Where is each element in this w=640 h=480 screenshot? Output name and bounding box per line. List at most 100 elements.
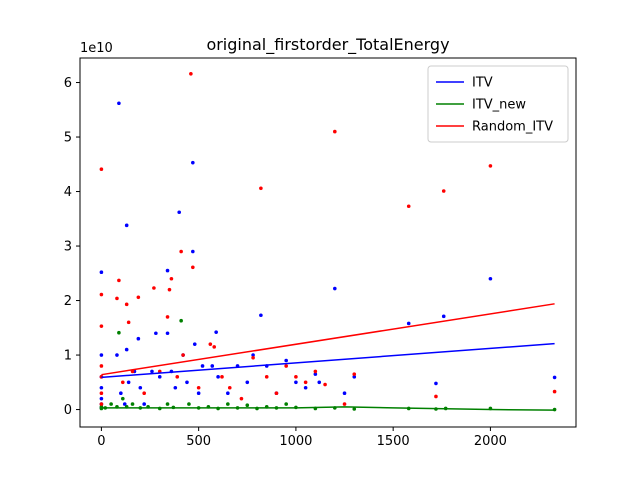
data-point: [352, 407, 357, 411]
data-point: [192, 342, 197, 346]
data-point: [120, 380, 125, 385]
data-point: [352, 375, 357, 379]
data-point: [157, 375, 162, 379]
data-point: [124, 347, 129, 352]
data-point: [154, 331, 158, 336]
x-tick-label: 0: [97, 434, 105, 449]
data-point: [352, 372, 357, 376]
data-point: [251, 353, 255, 357]
x-tick-label: 500: [186, 434, 211, 449]
data-point: [303, 385, 308, 390]
data-point: [264, 375, 269, 379]
data-point: [191, 160, 195, 165]
data-point: [284, 358, 288, 363]
data-point: [259, 186, 263, 191]
y-tick-label: 1: [64, 349, 72, 364]
y-tick-label: 6: [64, 76, 72, 91]
data-point: [119, 391, 123, 396]
plot-area: [99, 72, 557, 412]
data-point: [175, 375, 180, 379]
x-tick-label: 1000: [279, 434, 312, 449]
data-point: [179, 318, 183, 323]
data-point: [227, 385, 232, 390]
data-point: [226, 391, 230, 396]
data-point: [191, 249, 195, 254]
data-point: [342, 391, 347, 396]
data-point: [434, 381, 438, 386]
data-point: [177, 210, 181, 215]
legend: ITV ITV_new Random_ITV: [427, 65, 569, 143]
fit-line-random-itv: [101, 303, 555, 376]
data-point: [259, 313, 263, 318]
legend-label: ITV: [472, 76, 493, 91]
data-point: [169, 276, 174, 281]
data-point: [441, 189, 446, 193]
y-tick-label: 0: [64, 403, 72, 418]
data-point: [117, 330, 121, 335]
data-point: [124, 223, 129, 228]
data-point: [212, 345, 217, 349]
data-point: [284, 364, 288, 368]
data-point: [342, 402, 347, 406]
data-point: [196, 385, 201, 390]
data-point: [99, 353, 104, 357]
data-point: [130, 402, 135, 406]
data-point: [251, 355, 255, 360]
data-point: [406, 204, 411, 209]
data-point: [488, 164, 493, 168]
data-point: [179, 249, 183, 254]
data-point: [245, 403, 250, 408]
data-point: [317, 380, 322, 385]
data-point: [136, 295, 141, 300]
data-point: [150, 369, 154, 374]
axes-frame: [79, 57, 577, 428]
data-point: [173, 385, 178, 390]
data-point: [185, 380, 189, 385]
data-point: [165, 331, 170, 336]
data-point: [441, 314, 446, 319]
data-point: [109, 402, 113, 406]
x-tick-label: 1500: [377, 434, 410, 449]
data-point: [142, 391, 146, 396]
data-point: [200, 364, 205, 368]
data-point: [226, 402, 230, 406]
data-point: [165, 315, 170, 319]
data-point: [136, 336, 141, 341]
data-point: [191, 265, 195, 270]
data-point: [210, 364, 215, 368]
data-point: [167, 287, 172, 292]
data-point: [99, 270, 104, 275]
data-point: [239, 396, 244, 401]
y-offset-label: 1e10: [80, 41, 113, 56]
data-point: [552, 389, 557, 394]
data-point: [115, 296, 119, 301]
data-point: [313, 372, 318, 376]
data-point: [434, 394, 438, 399]
data-point: [196, 391, 201, 396]
x-tick-label: 2000: [474, 434, 507, 449]
data-point: [117, 278, 121, 283]
y-tick-label: 3: [64, 240, 72, 255]
data-point: [124, 302, 129, 307]
y-tick-label: 5: [64, 131, 72, 146]
data-point: [126, 320, 131, 325]
data-point: [99, 324, 104, 328]
data-point: [122, 402, 127, 406]
legend-label: Random_ITV: [472, 120, 553, 135]
legend-label: ITV_new: [472, 98, 526, 113]
data-point: [284, 402, 288, 406]
data-point: [99, 385, 104, 390]
data-point: [117, 101, 121, 106]
data-point: [99, 364, 104, 368]
data-point: [152, 286, 156, 290]
y-tick-label: 4: [64, 185, 72, 200]
data-point: [274, 391, 279, 396]
data-point: [99, 396, 104, 401]
axes: 0 500 1000 1500 2000 0 1 2 3 4 5 6: [64, 57, 577, 449]
data-point: [216, 375, 220, 379]
data-point: [220, 375, 224, 379]
data-point: [99, 391, 104, 396]
data-point: [187, 402, 191, 406]
